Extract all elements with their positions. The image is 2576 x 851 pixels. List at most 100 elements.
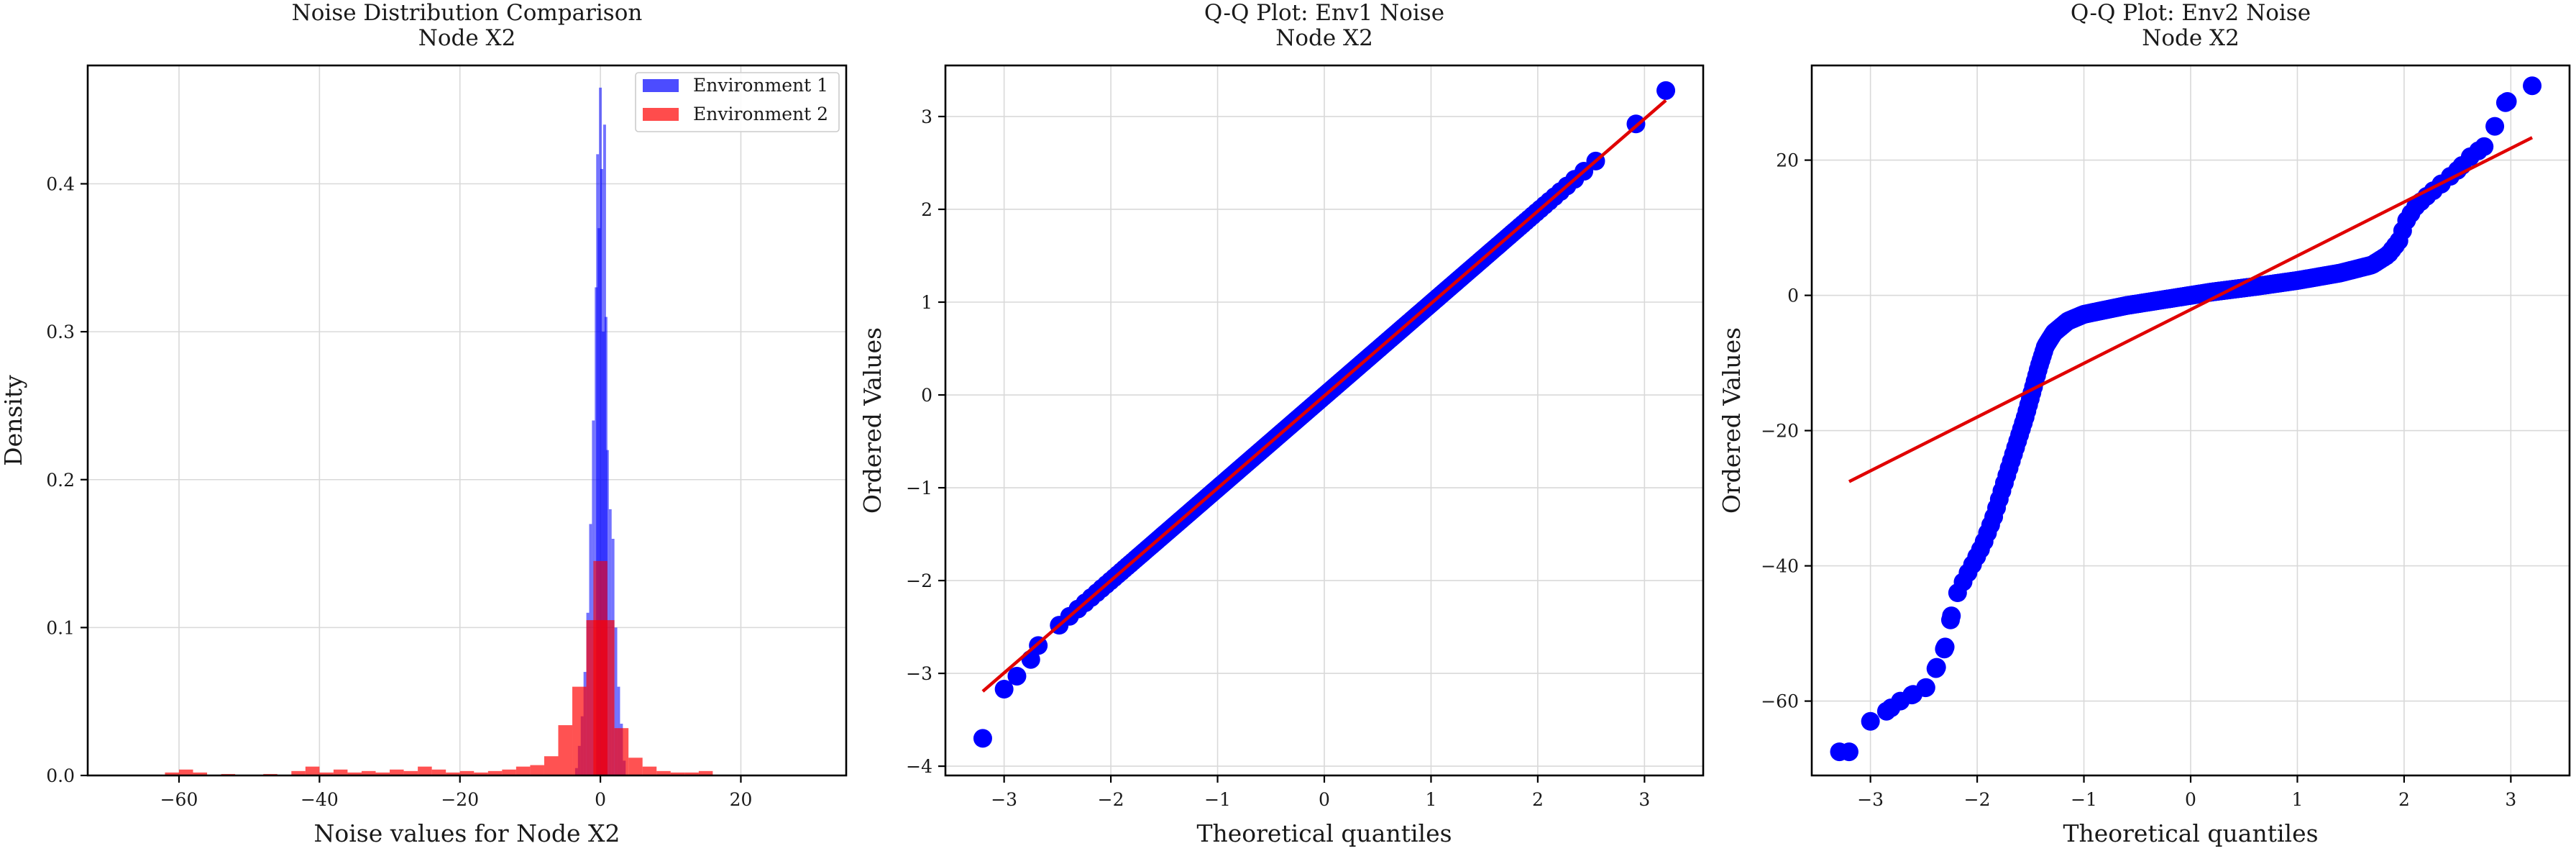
legend: Environment 1 Environment 2 [635,72,840,132]
qq-env1-marks [973,81,1676,748]
x-tick-label: 3 [2505,789,2516,810]
qq-point [2448,160,2467,180]
y-tick-label: 0.2 [46,470,75,491]
env2-histogram-bar [614,728,629,775]
y-tick-label: −4 [906,756,932,777]
x-tick-label: −2 [1098,789,1124,810]
qq-point [1916,678,1935,697]
env2-histogram-bar [375,772,390,775]
qq-point [1876,701,1896,721]
env1-histogram-bar [599,87,602,775]
env2-histogram-bar [628,757,643,775]
x-tick-label: 2 [1532,789,1544,810]
y-tick-label: −20 [1761,421,1799,442]
env2-histogram-bar [558,725,573,775]
grid-2 [945,65,1703,775]
x-tick-label: 0 [2185,789,2196,810]
x-tick-label: 20 [730,789,753,810]
grid-1 [88,65,846,776]
x-tick-label: 2 [2398,789,2410,810]
legend-box [635,72,840,132]
x-tick-label: −3 [991,789,1017,810]
chart-2-ylabel: Ordered Values [858,327,886,514]
y-tick-label: 0 [1787,286,1799,306]
y-tick-label: 1 [921,292,932,313]
chart-2-xlabel: Theoretical quantiles [1196,819,1452,847]
env2-histogram-bar [656,770,671,775]
env2-histogram-bar [698,770,713,775]
x-tick-label: −2 [1964,789,1991,810]
env2-histogram-bar [572,686,587,775]
y-tick-label: 0 [921,385,932,406]
qq-point [1007,666,1027,686]
env2-histogram-bar [515,766,531,775]
qq-point [1839,742,1858,762]
env2-histogram-bar [446,772,460,775]
y-tick-label: 0.4 [46,174,75,195]
qq-reference-line [981,99,1667,693]
env2-histogram-bar [459,770,475,775]
ticks-2: −3 −2 −1 0 1 2 3 −4 −3 −2 −1 0 1 2 3 [906,106,1650,810]
y-tick-label: 0.1 [46,617,75,638]
env2-histogram-bar [319,772,334,775]
qq-point [2495,93,2515,112]
env2-histogram-bar [418,766,432,775]
qq-point [973,729,992,748]
env1-histogram-bar [614,627,618,775]
chart-1-subtitle: Node X2 [418,25,516,51]
env2-histogram-bar [291,770,306,775]
legend-label-environment-1: Environment 1 [693,75,828,96]
grid-3 [1812,65,2570,775]
legend-label-environment-2: Environment 2 [693,104,828,124]
y-tick-label: 2 [921,199,932,220]
chart-1-title: Noise Distribution Comparison [292,0,643,26]
qq-point [1927,657,1946,677]
chart-3-title: Q-Q Plot: Env2 Noise [2071,0,2311,26]
y-tick-label: −1 [906,478,932,499]
env1-histogram-bar [604,317,608,775]
env2-histogram-bar [474,772,488,775]
x-tick-label: 0 [595,789,606,810]
env2-histogram-bar [431,769,446,775]
x-tick-label: −1 [2071,789,2097,810]
qq-point [2460,147,2480,166]
qq-point [1861,711,1880,731]
legend-swatch-environment-1 [643,79,679,92]
qq-point [994,680,1014,699]
qq-point [1935,637,1955,657]
y-tick-label: 20 [1776,150,1799,171]
env2-histogram-bar [530,765,544,775]
chart-panel-2: −3 −2 −1 0 1 2 3 −4 −3 −2 −1 0 1 2 3 Q-Q Plot: Env1 No… [858,0,1705,847]
env2-histogram-bar [390,769,404,775]
qq-point [2523,76,2542,96]
env2-histogram-bar [193,772,208,775]
x-tick-label: −3 [1857,789,1884,810]
env2-histogram-bar [684,772,699,775]
y-tick-label: −40 [1761,556,1799,577]
legend-swatch-environment-2 [643,108,679,121]
chart-panel-1: −60 −40 −20 0 20 0.0 0.1 0.2 0.3 0.4 Noise Distri… [0,0,848,847]
ticks-1: −60 −40 −20 0 20 0.0 0.1 0.2 0.3 0.4 [46,174,752,811]
x-tick-label: 0 [1319,789,1330,810]
env2-histogram-bar [178,769,193,775]
x-tick-label: −40 [301,789,339,810]
chart-3-xlabel: Theoretical quantiles [2063,819,2318,847]
y-tick-label: 0.3 [46,322,75,342]
env2-histogram-bar [165,772,179,775]
y-tick-label: 0.0 [46,765,75,786]
x-tick-label: 3 [1638,789,1650,810]
x-tick-label: 1 [2291,789,2303,810]
env2-histogram-bar [333,769,348,775]
qq-point [2485,117,2505,136]
qq-point [2475,137,2494,156]
env2-histogram-peak-bar [593,560,608,775]
ticks-3: −3 −2 −1 0 1 2 3 −60 −40 −20 0 20 [1761,150,2516,810]
env2-histogram-bar [487,770,503,775]
chart-1-ylabel: Density [0,375,27,466]
env2-histogram-bar [670,772,685,775]
y-tick-label: 3 [921,106,932,127]
chart-1-xlabel: Noise values for Node X2 [313,819,620,847]
env2-histogram-bar [502,769,516,775]
env2-histogram-bar [361,770,376,775]
